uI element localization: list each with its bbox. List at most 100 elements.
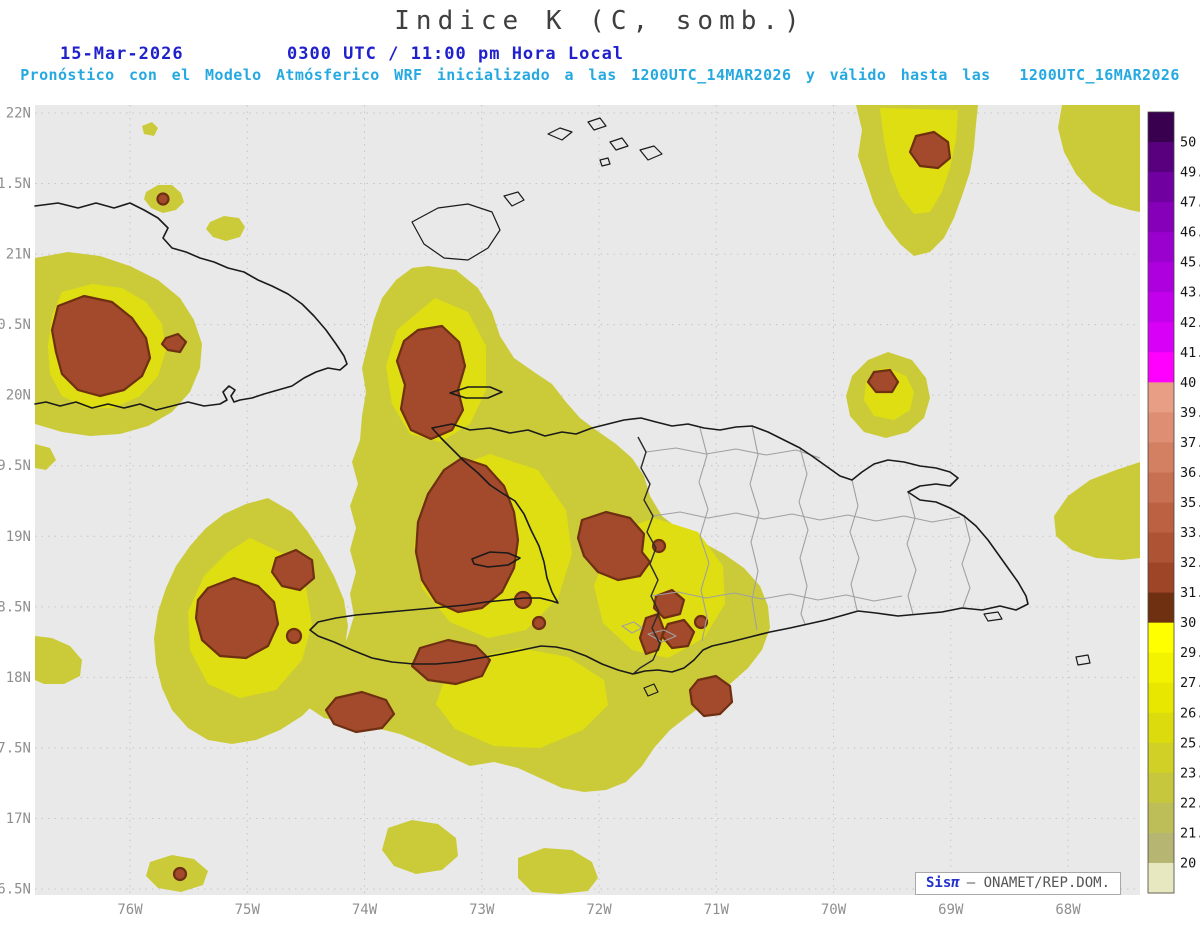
lat-tick-label: 19.5N xyxy=(0,458,31,474)
colorbar-cell xyxy=(1148,622,1174,654)
lon-tick-label: 71W xyxy=(704,902,730,918)
gonave-island xyxy=(471,551,521,568)
dr-province-boundaries xyxy=(621,425,971,643)
lat-tick-label: 17N xyxy=(6,811,31,827)
colorbar-cell xyxy=(1148,712,1174,744)
colorbar-cell xyxy=(1148,352,1174,383)
contour-yellow-south-3 xyxy=(518,848,598,894)
lat-tick-label: 20N xyxy=(6,388,31,404)
core-north-haiti xyxy=(395,324,467,441)
contour-yellow-spot-3 xyxy=(206,216,245,241)
contour-yellow-right-edge xyxy=(1054,462,1140,560)
valid-time-line: 15-Mar-2026 0300 UTC / 11:00 pm Hora Loc… xyxy=(0,44,1200,64)
contour-yellow-left-low xyxy=(35,636,82,684)
colorbar-cell xyxy=(1148,592,1174,624)
colorbar-label: 30 xyxy=(1180,615,1196,631)
colorbar-label: 42.6 xyxy=(1180,315,1200,331)
core-north-dr xyxy=(866,368,900,394)
lat-tick-label: 19N xyxy=(6,529,31,545)
colorbar-label: 29.1 xyxy=(1180,645,1200,661)
contour-shading-above-30 xyxy=(50,130,952,882)
core-northeast xyxy=(908,130,952,170)
lat-tick-label: 18N xyxy=(6,670,31,686)
colorbar-label: 25.2 xyxy=(1180,735,1200,751)
colorbar-cell xyxy=(1148,262,1174,293)
colorbar-label: 26.5 xyxy=(1180,705,1200,721)
cuba-coastline xyxy=(34,202,348,411)
colorbar-cell xyxy=(1148,862,1174,894)
colorbar-label: 45.2 xyxy=(1180,255,1200,271)
colorbar-cell xyxy=(1148,232,1174,263)
lon-tick-label: 76W xyxy=(117,902,143,918)
turks-island-1 xyxy=(609,137,629,151)
colorbar-cell xyxy=(1148,202,1174,233)
colorbar-cell xyxy=(1148,112,1174,143)
colorbar-label: 31.3 xyxy=(1180,585,1200,601)
colorbar-cell xyxy=(1148,412,1174,444)
core-border-north xyxy=(576,510,652,582)
haiti-dr-border xyxy=(632,436,661,675)
colorbar-cell xyxy=(1148,562,1174,594)
caicos-island-1 xyxy=(547,127,573,141)
branding-org: – ONAMET/REP.DOM. xyxy=(966,875,1111,891)
colorbar-label: 32.6 xyxy=(1180,555,1200,571)
colorbar-cell xyxy=(1148,652,1174,684)
branding-box: Sisπ – ONAMET/REP.DOM. xyxy=(915,872,1122,895)
lon-tick-label: 70W xyxy=(821,902,847,918)
caicos-island-2 xyxy=(587,117,607,131)
contour-yellow-spot-1 xyxy=(142,122,158,136)
colorbar-label: 20 xyxy=(1180,855,1196,871)
colorbar-label: 47.8 xyxy=(1180,195,1200,211)
colorbar-label: 50 xyxy=(1180,135,1196,151)
contour-yellow-left-edge xyxy=(35,444,56,470)
colorbar-cell xyxy=(1148,532,1174,564)
colorbar-cell xyxy=(1148,172,1174,203)
colorbar-cell xyxy=(1148,682,1174,714)
colorbar-label: 35.2 xyxy=(1180,495,1200,511)
core-cuba xyxy=(50,294,152,398)
mona-island xyxy=(1075,654,1091,666)
colorbar-label: 49.1 xyxy=(1180,165,1200,181)
colorbar-cell xyxy=(1148,802,1174,834)
valid-time: 0300 UTC / 11:00 pm Hora Local xyxy=(287,44,625,64)
colorbar-label: 41.3 xyxy=(1180,345,1200,361)
contour-yellow-south-2 xyxy=(382,820,458,874)
pi-symbol: π xyxy=(951,875,960,891)
colorbar-cell xyxy=(1148,382,1174,413)
contour-yellow-right-corner xyxy=(1058,105,1140,212)
colorbar-label: 36.5 xyxy=(1180,465,1200,481)
colorbar-label: 23.9 xyxy=(1180,765,1200,781)
turks-island-2 xyxy=(639,145,663,161)
lat-tick-label: 21N xyxy=(6,247,31,263)
axis-labels: 22N 21.5N 21N 20.5N 20N 19.5N 19N 18.5N 18N 17.5N… xyxy=(0,106,1081,919)
lon-tick-label: 68W xyxy=(1055,902,1081,918)
model-info-line: Pronóstico con el Modelo Atmósferico WRF… xyxy=(20,66,1180,84)
colorbar-cell xyxy=(1148,142,1174,173)
colorbar-cell xyxy=(1148,772,1174,804)
lat-tick-label: 17.5N xyxy=(0,740,31,756)
beata-island xyxy=(643,683,659,697)
branding-sis: Sis xyxy=(926,875,952,891)
colorbar-cell xyxy=(1148,322,1174,353)
lon-tick-label: 69W xyxy=(938,902,964,918)
coastlines xyxy=(34,202,1029,675)
small-islands xyxy=(411,117,1091,697)
colorbar-cell xyxy=(1148,292,1174,323)
colorbar-label: 21.3 xyxy=(1180,825,1200,841)
colorbar-label: 22.6 xyxy=(1180,795,1200,811)
lat-tick-label: 20.5N xyxy=(0,317,31,333)
hispaniola-coastline xyxy=(309,417,1029,675)
colorbar-cell xyxy=(1148,442,1174,474)
saona-island xyxy=(983,611,1003,622)
colorbar-label: 46.5 xyxy=(1180,225,1200,241)
colorbar-frame xyxy=(1147,111,1175,894)
colorbar-label: 43.9 xyxy=(1180,285,1200,301)
colorbar-cell xyxy=(1148,832,1174,864)
colorbar-label: 40 xyxy=(1180,375,1196,391)
tortuga-island xyxy=(449,386,503,399)
turks-island-3 xyxy=(599,157,611,167)
colorbar-label: 37.8 xyxy=(1180,435,1200,451)
lat-tick-label: 18.5N xyxy=(0,599,31,615)
